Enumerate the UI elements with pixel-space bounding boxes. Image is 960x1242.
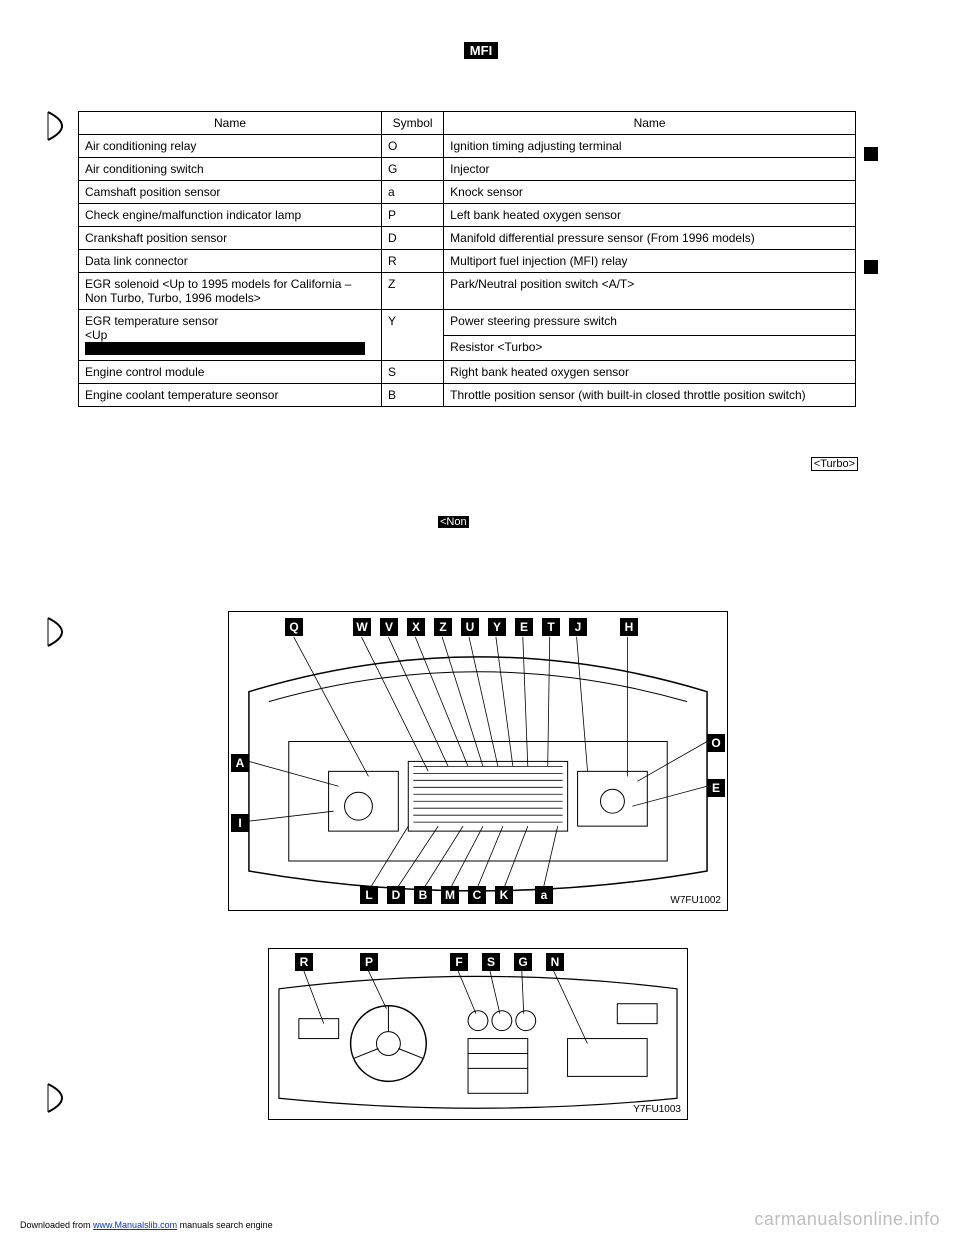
engine-diagram: Q W V X Z U Y E T J H A I O E L D B M C …	[228, 611, 728, 911]
header-mfi: MFI	[464, 42, 498, 59]
cell-name: Air conditioning relay	[79, 135, 382, 158]
callout-a-lower: a	[535, 886, 553, 904]
table-row: EGR temperature sensor <Up Y Power steer…	[79, 310, 856, 336]
callout-l: L	[360, 886, 378, 904]
callout-f: F	[450, 953, 468, 971]
cell-name: Air conditioning switch	[79, 158, 382, 181]
page-header: MFI	[0, 42, 960, 59]
cell-name: Check engine/malfunction indicator lamp	[79, 204, 382, 227]
cell-name: EGR solenoid <Up to 1995 models for Cali…	[79, 273, 382, 310]
cell-name2: Multiport fuel injection (MFI) relay	[444, 250, 856, 273]
non-note: <Non	[438, 516, 469, 528]
callout-r: R	[295, 953, 313, 971]
table-row: Engine coolant temperature seonsor B Thr…	[79, 384, 856, 407]
cell-name2: Resistor <Turbo>	[444, 335, 856, 361]
footer-text-b: manuals search engine	[177, 1220, 273, 1230]
turbo-note: <Turbo>	[811, 458, 858, 470]
th-name: Name	[79, 112, 382, 135]
cell-name: Camshaft position sensor	[79, 181, 382, 204]
cell-name: Crankshaft position sensor	[79, 227, 382, 250]
cell-name2: Left bank heated oxygen sensor	[444, 204, 856, 227]
callout-h: H	[620, 618, 638, 636]
cell-symbol: Y	[382, 310, 444, 361]
callout-o: O	[707, 734, 725, 752]
callout-d: D	[387, 886, 405, 904]
cell-name2: Power steering pressure switch	[444, 310, 856, 336]
callout-c: C	[468, 886, 486, 904]
cell-name: Data link connector	[79, 250, 382, 273]
callout-q: Q	[285, 618, 303, 636]
callout-m: M	[441, 886, 459, 904]
cell-name: EGR temperature sensor <Up	[79, 310, 382, 361]
watermark: carmanualsonline.info	[754, 1209, 940, 1230]
callout-b: B	[414, 886, 432, 904]
binding-arc-icon	[42, 614, 78, 650]
callout-u: U	[461, 618, 479, 636]
callout-s: S	[482, 953, 500, 971]
footer-link[interactable]: www.Manualslib.com	[93, 1220, 177, 1230]
callout-z: Z	[434, 618, 452, 636]
cell-name2: Ignition timing adjusting terminal	[444, 135, 856, 158]
cell-symbol: P	[382, 204, 444, 227]
engine-outline-icon	[229, 612, 727, 911]
side-marker	[864, 260, 878, 274]
cell-name2: Park/Neutral position switch <A/T>	[444, 273, 856, 310]
table-row: Air conditioning switch G Injector	[79, 158, 856, 181]
cell-symbol: O	[382, 135, 444, 158]
cell-symbol: B	[382, 384, 444, 407]
binding-arc-icon	[42, 108, 78, 144]
th-symbol: Symbol	[382, 112, 444, 135]
side-marker	[864, 147, 878, 161]
table-row: Data link connector R Multiport fuel inj…	[79, 250, 856, 273]
table-row: EGR solenoid <Up to 1995 models for Cali…	[79, 273, 856, 310]
callout-e: E	[515, 618, 533, 636]
table-row: Crankshaft position sensor D Manifold di…	[79, 227, 856, 250]
cell-name: Engine coolant temperature seonsor	[79, 384, 382, 407]
cell-name: Engine control module	[79, 361, 382, 384]
cell-name2: Knock sensor	[444, 181, 856, 204]
cell-name2: Right bank heated oxygen sensor	[444, 361, 856, 384]
cell-name2: Throttle position sensor (with built-in …	[444, 384, 856, 407]
redacted-bar	[85, 342, 365, 355]
binding-arc-icon	[42, 1080, 78, 1116]
callout-x: X	[407, 618, 425, 636]
callout-g: G	[514, 953, 532, 971]
cell-symbol: R	[382, 250, 444, 273]
table-row: Air conditioning relay O Ignition timing…	[79, 135, 856, 158]
table-row: Camshaft position sensor a Knock sensor	[79, 181, 856, 204]
dashboard-diagram: R P F S G N Y7FU1003	[268, 948, 688, 1120]
table-row: Check engine/malfunction indicator lamp …	[79, 204, 856, 227]
cell-symbol: a	[382, 181, 444, 204]
callout-k: K	[495, 886, 513, 904]
dash-outline-icon	[269, 949, 687, 1120]
callout-w: W	[353, 618, 371, 636]
callout-i: I	[231, 814, 249, 832]
engine-diagram-id: W7FU1002	[670, 895, 721, 906]
callout-y: Y	[488, 618, 506, 636]
callout-p: P	[360, 953, 378, 971]
cell-symbol: D	[382, 227, 444, 250]
cell-symbol: G	[382, 158, 444, 181]
cell-symbol: Z	[382, 273, 444, 310]
callout-n: N	[546, 953, 564, 971]
footer: Downloaded from www.Manualslib.com manua…	[20, 1220, 273, 1230]
cell-symbol: S	[382, 361, 444, 384]
table-row: Engine control module S Right bank heate…	[79, 361, 856, 384]
callout-v: V	[380, 618, 398, 636]
dash-diagram-id: Y7FU1003	[633, 1104, 681, 1115]
cell-name2: Injector	[444, 158, 856, 181]
egr-temp-prefix: <Up	[85, 328, 107, 342]
footer-text-a: Downloaded from	[20, 1220, 93, 1230]
callout-a: A	[231, 754, 249, 772]
component-table: Name Symbol Name Air conditioning relay …	[78, 111, 856, 407]
callout-t: T	[542, 618, 560, 636]
callout-e2: E	[707, 779, 725, 797]
cell-name2: Manifold differential pressure sensor (F…	[444, 227, 856, 250]
callout-j: J	[569, 618, 587, 636]
th-name2: Name	[444, 112, 856, 135]
egr-temp-label: EGR temperature sensor	[85, 314, 218, 328]
